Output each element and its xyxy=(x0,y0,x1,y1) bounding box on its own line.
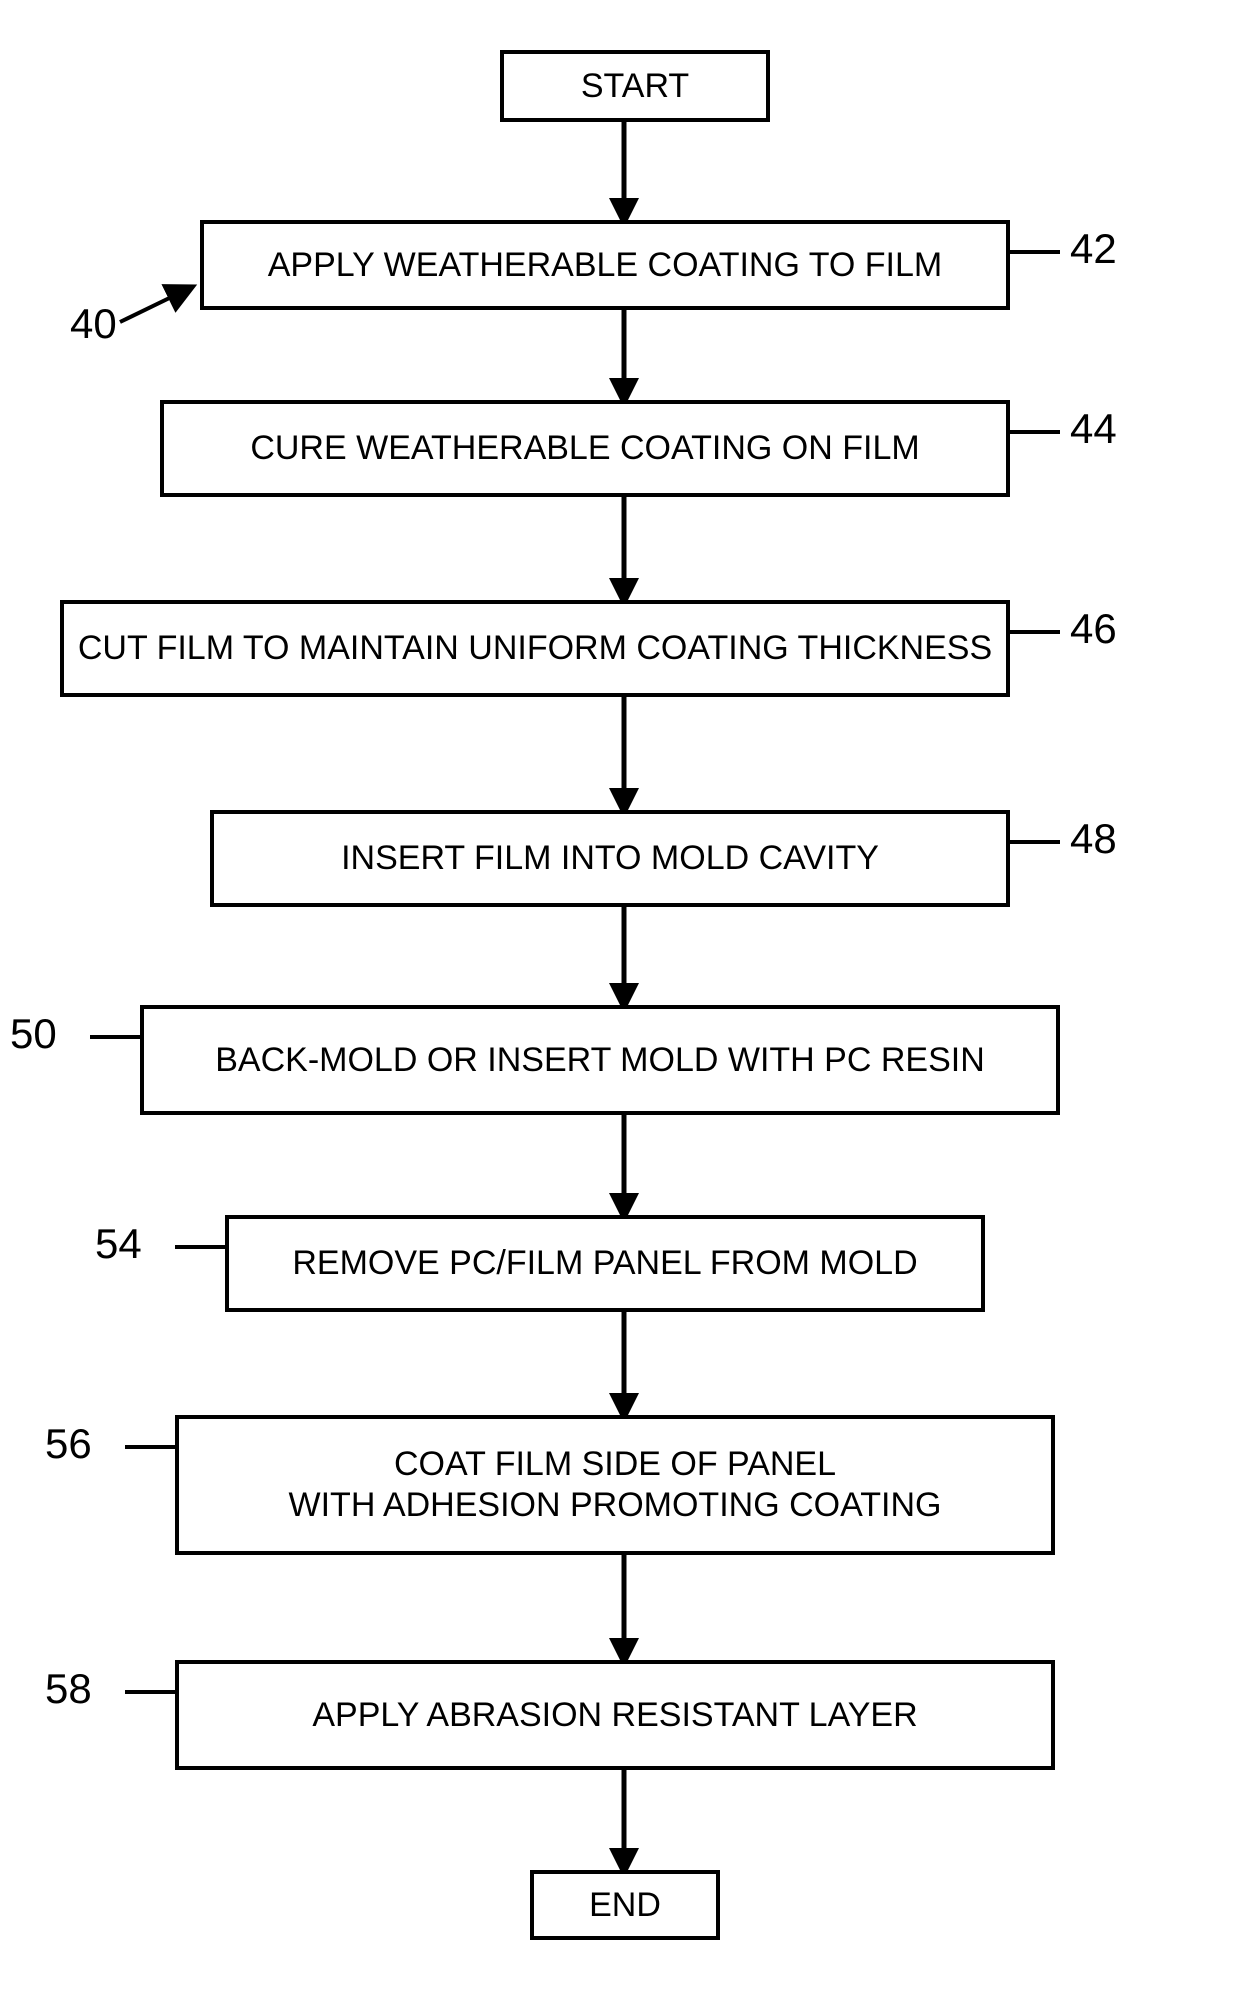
node-text: COAT FILM SIDE OF PANEL WITH ADHESION PR… xyxy=(289,1444,942,1526)
flowchart-node-n58: APPLY ABRASION RESISTANT LAYER xyxy=(175,1660,1055,1770)
ref-label-50: 50 xyxy=(10,1010,57,1058)
flowchart-node-n48: INSERT FILM INTO MOLD CAVITY xyxy=(210,810,1010,907)
ref-label-46: 46 xyxy=(1070,605,1117,653)
ref-line-58 xyxy=(125,1690,175,1694)
node-text: BACK-MOLD OR INSERT MOLD WITH PC RESIN xyxy=(215,1040,985,1081)
flowchart-node-n54: REMOVE PC/FILM PANEL FROM MOLD xyxy=(225,1215,985,1312)
diagram-ref-label: 40 xyxy=(70,300,117,348)
ref-label-48: 48 xyxy=(1070,815,1117,863)
ref-line-48 xyxy=(1010,840,1060,844)
node-text: APPLY WEATHERABLE COATING TO FILM xyxy=(268,245,943,286)
node-text: INSERT FILM INTO MOLD CAVITY xyxy=(341,838,879,879)
ref-line-46 xyxy=(1010,630,1060,634)
node-text: APPLY ABRASION RESISTANT LAYER xyxy=(312,1695,917,1736)
node-text: END xyxy=(589,1885,661,1926)
flowchart-node-start: START xyxy=(500,50,770,122)
ref-label-58: 58 xyxy=(45,1665,92,1713)
diagram-ref-arrow xyxy=(120,288,190,322)
node-text: CURE WEATHERABLE COATING ON FILM xyxy=(250,428,919,469)
flowchart-container: START APPLY WEATHERABLE COATING TO FILM 42… xyxy=(0,0,1248,1989)
ref-label-42: 42 xyxy=(1070,225,1117,273)
flowchart-node-n44: CURE WEATHERABLE COATING ON FILM xyxy=(160,400,1010,497)
node-text: START xyxy=(581,66,689,107)
ref-label-44: 44 xyxy=(1070,405,1117,453)
ref-line-42 xyxy=(1010,250,1060,254)
flowchart-node-n50: BACK-MOLD OR INSERT MOLD WITH PC RESIN xyxy=(140,1005,1060,1115)
flowchart-node-end: END xyxy=(530,1870,720,1940)
flowchart-node-n46: CUT FILM TO MAINTAIN UNIFORM COATING THI… xyxy=(60,600,1010,697)
ref-line-54 xyxy=(175,1245,225,1249)
node-text: CUT FILM TO MAINTAIN UNIFORM COATING THI… xyxy=(78,628,992,669)
flowchart-node-n42: APPLY WEATHERABLE COATING TO FILM xyxy=(200,220,1010,310)
ref-label-56: 56 xyxy=(45,1420,92,1468)
ref-line-50 xyxy=(90,1035,140,1039)
ref-line-56 xyxy=(125,1445,175,1449)
flowchart-node-n56: COAT FILM SIDE OF PANEL WITH ADHESION PR… xyxy=(175,1415,1055,1555)
ref-label-54: 54 xyxy=(95,1220,142,1268)
node-text: REMOVE PC/FILM PANEL FROM MOLD xyxy=(292,1243,917,1284)
ref-line-44 xyxy=(1010,430,1060,434)
